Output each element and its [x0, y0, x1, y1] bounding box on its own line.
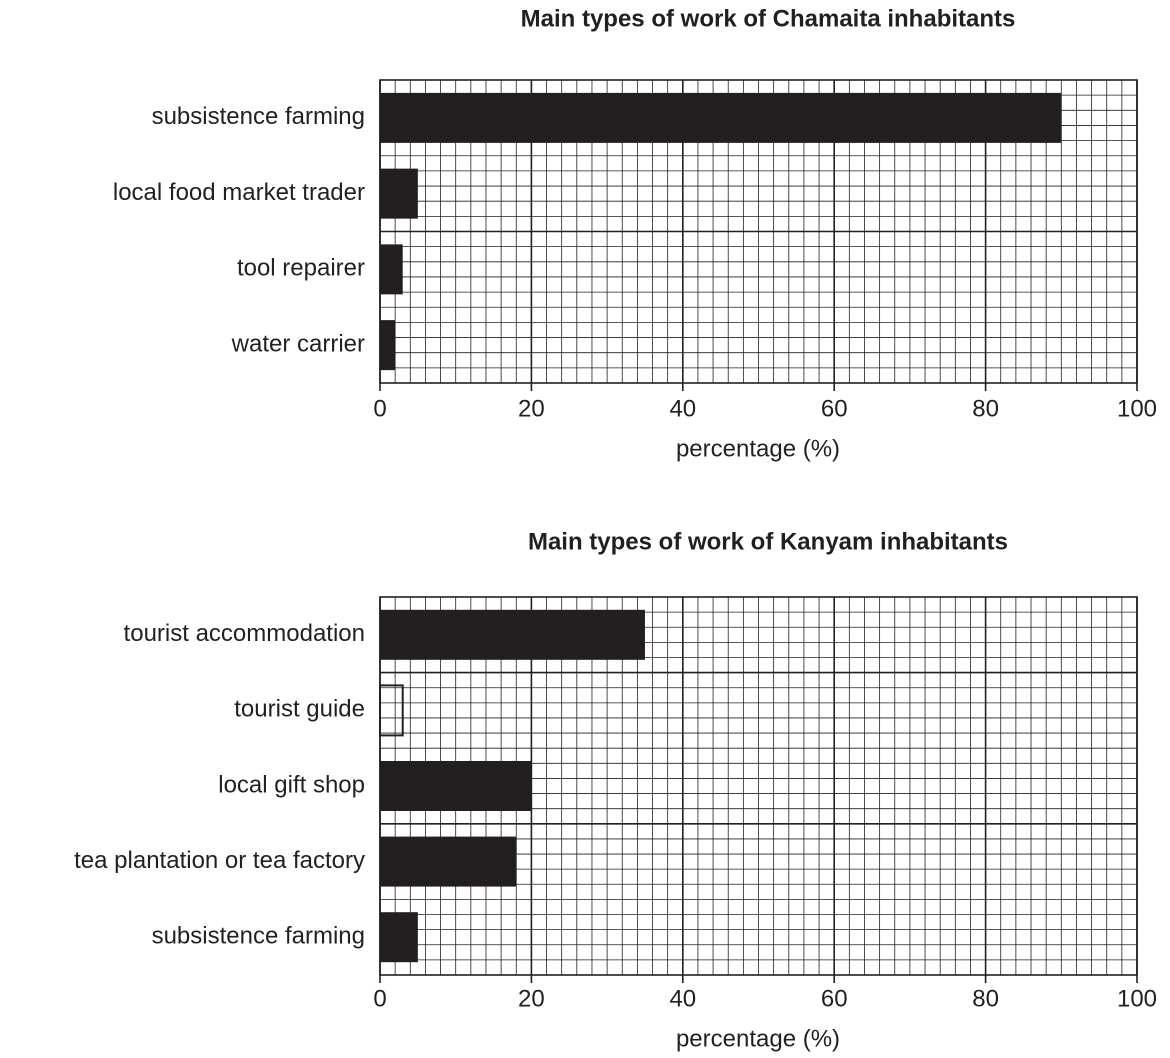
y-tick-label: tourist accommodation — [124, 620, 365, 647]
y-tick-label: local food market trader — [113, 179, 365, 206]
y-tick-label: local gift shop — [218, 771, 365, 798]
y-tick-label: tourist guide — [234, 696, 365, 723]
x-tick-label: 100 — [1117, 395, 1157, 422]
x-tick-label: 20 — [518, 985, 545, 1012]
x-tick-label: 0 — [373, 395, 386, 422]
bar — [380, 320, 396, 371]
bar — [380, 836, 517, 887]
x-axis-label: percentage (%) — [676, 1025, 840, 1052]
x-tick-label: 100 — [1117, 985, 1157, 1012]
x-axis-label: percentage (%) — [676, 435, 840, 462]
bar — [380, 609, 645, 660]
x-tick-label: 80 — [972, 985, 999, 1012]
x-tick-label: 40 — [669, 395, 696, 422]
y-tick-label: subsistence farming — [152, 923, 365, 950]
x-tick-label: 80 — [972, 395, 999, 422]
bar — [380, 168, 418, 219]
y-tick-label: tool repairer — [237, 255, 365, 282]
bar — [380, 244, 403, 295]
bar — [380, 92, 1062, 143]
y-tick-label: water carrier — [231, 330, 365, 357]
plot-frame — [379, 79, 1138, 384]
x-tick-label: 20 — [518, 395, 545, 422]
x-tick-label: 0 — [373, 985, 386, 1012]
y-tick-label: subsistence farming — [152, 103, 365, 130]
x-tick-label: 40 — [669, 985, 696, 1012]
x-tick-label: 60 — [821, 985, 848, 1012]
chart-title: Main types of work of Chamaita inhabitan… — [521, 5, 1016, 32]
bar — [379, 684, 404, 737]
x-tick-label: 60 — [821, 395, 848, 422]
y-tick-label: tea plantation or tea factory — [74, 847, 365, 874]
bar — [380, 912, 418, 963]
bar — [380, 761, 532, 811]
chart-title: Main types of work of Kanyam inhabitants — [528, 528, 1008, 555]
